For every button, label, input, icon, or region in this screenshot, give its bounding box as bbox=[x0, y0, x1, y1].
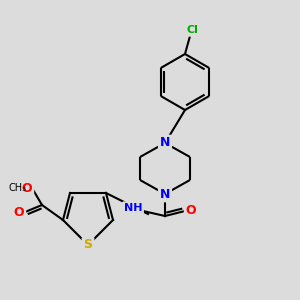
Text: O: O bbox=[186, 205, 196, 218]
Text: N: N bbox=[160, 188, 170, 200]
Text: S: S bbox=[83, 238, 92, 251]
Text: N: N bbox=[160, 136, 170, 149]
Text: CH₃: CH₃ bbox=[9, 183, 27, 193]
Text: NH: NH bbox=[124, 203, 142, 213]
Text: O: O bbox=[14, 206, 24, 218]
Text: Cl: Cl bbox=[186, 25, 198, 35]
Text: O: O bbox=[22, 182, 32, 194]
